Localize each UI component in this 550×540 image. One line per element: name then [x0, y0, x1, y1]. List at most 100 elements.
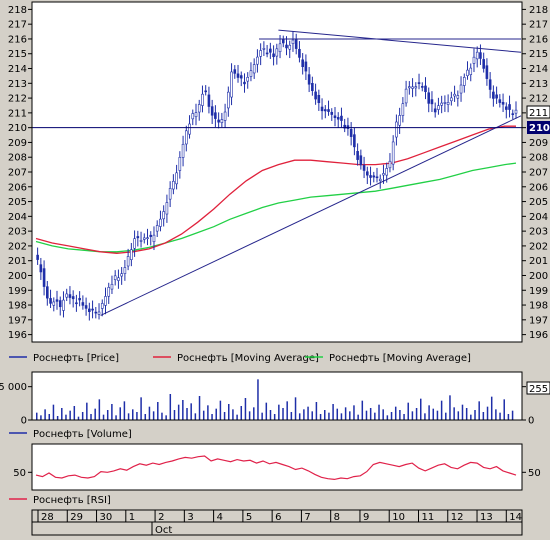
price-candle — [252, 58, 256, 79]
price-candle — [362, 156, 366, 179]
volume-legend[interactable]: Роснефть [Volume] — [9, 429, 132, 440]
legend-item-ma-slow[interactable]: Роснефть [Moving Average] — [305, 353, 471, 364]
price-tick-label: 212 — [529, 94, 548, 105]
price-candle — [75, 294, 78, 312]
candle-body — [462, 77, 466, 86]
volume-tick-label: 5 000 — [0, 382, 27, 393]
price-tick-label: 196 — [8, 330, 27, 341]
price-candle — [443, 95, 447, 112]
volume-bar — [73, 406, 76, 420]
price-panel[interactable]: 196 197 198 199 200 201 202 203 204 205 206 207 208 2… — [8, 1, 550, 343]
rsi-plot-area[interactable] — [32, 444, 522, 490]
price-candle — [113, 270, 117, 286]
price-candle — [472, 48, 476, 73]
price-candle — [259, 43, 262, 66]
volume-bar — [440, 400, 443, 420]
price-candle — [201, 85, 204, 113]
volume-bar — [77, 416, 80, 420]
time-tick-label: 5 — [246, 512, 252, 523]
rsi-plot-border — [31, 443, 523, 491]
volume-bar — [98, 399, 101, 420]
moving-average-slow-line — [35, 162, 517, 253]
price-candle — [142, 233, 146, 244]
candle-body — [466, 69, 469, 77]
candle-body — [71, 296, 75, 300]
candle-body — [424, 85, 427, 93]
candle-body — [155, 225, 159, 232]
price-candle — [304, 54, 308, 80]
volume-bar — [470, 414, 472, 420]
candle-body — [388, 160, 392, 169]
candle-body — [508, 104, 511, 110]
price-candle — [36, 247, 39, 265]
price-candle — [427, 87, 431, 113]
volume-bar — [202, 410, 205, 420]
price-tick-label: 218 — [529, 5, 548, 16]
candle-body — [408, 86, 411, 89]
level-line-tag: 210 — [527, 121, 550, 134]
legend-item-price[interactable]: Роснефть [Price] — [9, 353, 119, 364]
candle-body — [220, 119, 224, 123]
volume-bar — [61, 408, 63, 420]
rsi-legend[interactable]: Роснефть [RSI] — [9, 495, 111, 506]
price-tick-label: 208 — [8, 153, 27, 164]
price-candle — [505, 102, 508, 119]
price-candle — [107, 282, 111, 304]
legend-label-price: Роснефть [Price] — [33, 353, 119, 364]
price-candle — [398, 107, 401, 134]
price-candle — [340, 107, 343, 128]
price-candle — [424, 77, 427, 100]
price-candle — [94, 306, 98, 319]
legend-label-ma-fast: Роснефть [Moving Average] — [177, 353, 319, 364]
volume-bar — [415, 408, 418, 420]
candle-body — [420, 86, 424, 88]
candle-body — [343, 124, 346, 129]
candle-body — [501, 101, 505, 105]
candle-body — [117, 277, 120, 281]
price-candle — [262, 41, 266, 56]
candle-body — [214, 112, 217, 119]
candle-body — [175, 172, 178, 185]
volume-bar — [106, 410, 109, 420]
price-candle — [126, 248, 130, 271]
time-tick-label: 2 — [158, 512, 164, 523]
price-candle — [488, 72, 492, 99]
volume-bar — [198, 396, 201, 420]
volume-plot-area[interactable] — [32, 372, 522, 420]
volume-bar — [81, 412, 84, 420]
price-candle — [401, 97, 405, 123]
price-candle — [139, 231, 143, 248]
volume-bar — [340, 413, 343, 420]
price-candle — [265, 44, 269, 58]
candle-body — [437, 105, 440, 110]
volume-bar — [186, 408, 188, 420]
rsi-tick-label: 50 — [13, 468, 26, 479]
legend-item-ma-fast[interactable]: Роснефть [Moving Average] — [153, 353, 319, 364]
price-candle — [207, 86, 211, 114]
price-candles — [36, 31, 518, 321]
moving-average-fast-line — [35, 125, 516, 254]
candle-body — [395, 121, 398, 138]
time-tick-label: 11 — [421, 512, 434, 523]
volume-bar — [315, 402, 318, 420]
level-line-tag-label: 210 — [529, 123, 550, 134]
price-candle — [194, 103, 198, 126]
price-candle — [366, 166, 369, 185]
time-tick-label: 8 — [334, 512, 340, 523]
rsi-panel[interactable]: 50 50 — [13, 443, 541, 491]
price-candle — [336, 112, 340, 128]
price-tick-label: 209 — [8, 138, 27, 149]
price-tick-label: 197 — [529, 315, 548, 326]
volume-bar — [445, 412, 447, 420]
price-candle — [356, 143, 359, 166]
volume-bar — [278, 404, 280, 420]
volume-bar — [449, 395, 451, 420]
price-candle — [456, 90, 460, 107]
volume-bar — [432, 408, 435, 420]
candle-body — [223, 111, 227, 121]
volume-bar — [344, 407, 347, 420]
time-axis[interactable]: 28 29 30 1 2 3 4 5 6 7 8 9 10 11 12 13 14 Oct — [31, 509, 523, 536]
volume-bar — [207, 405, 209, 420]
